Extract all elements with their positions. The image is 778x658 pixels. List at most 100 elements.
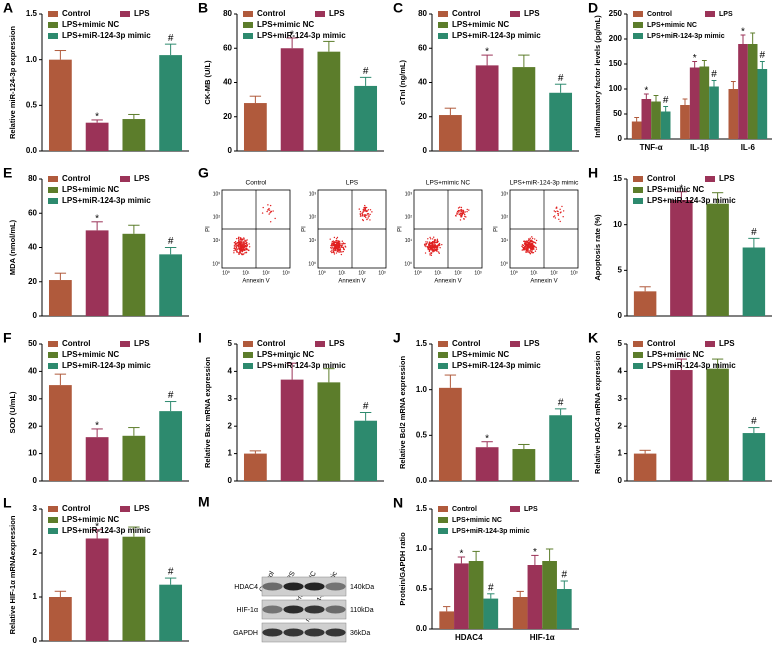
cell-dot [463,212,465,214]
cell-dot [242,253,244,256]
bar [317,382,341,481]
cell-dot [558,218,560,221]
cell-dot [233,252,235,254]
y-tick-label: 10⁰ [308,261,316,267]
y-tick-label: 10¹ [405,238,413,244]
blot-band [283,628,304,637]
cell-dot [428,244,430,247]
y-tick-label: 10¹ [501,238,509,244]
cell-dot [363,215,365,218]
significance-mark: * [679,351,683,362]
significance-mark: # [168,33,174,44]
legend-label: LPS+miR-124-3p mimic [647,196,736,205]
bar [512,597,528,629]
cell-dot [369,213,371,216]
cell-dot [463,218,465,220]
cell-dot [462,211,465,213]
cell-dot [361,215,363,217]
cell-dot [461,209,463,211]
cell-dot [233,241,236,244]
bar [706,368,729,481]
cell-dot [359,215,362,217]
y-tick-label: 10¹ [309,238,317,244]
cell-dot [268,209,271,211]
cell-dot [525,246,527,248]
cell-dot [423,243,426,246]
cell-dot [534,242,537,244]
cell-dot [530,242,533,245]
significance-mark: # [168,236,174,247]
cell-dot [237,238,240,240]
blot-background [261,622,347,643]
cell-dot [274,217,276,220]
y-axis-label: CK-MB (U/L) [203,60,212,105]
cell-dot [436,240,439,242]
cell-dot [341,242,343,245]
cell-dot [341,244,344,246]
y-tick-label: 10³ [501,191,509,197]
cell-dot [535,248,538,250]
bar [85,122,109,151]
cell-dot [554,217,557,219]
cell-dot [362,211,364,214]
legend-label: LPS [134,9,150,18]
y-tick-label: 3 [228,394,233,403]
panel-label: H [588,165,598,181]
legend-label: LPS [719,174,735,183]
cell-dot [426,241,429,243]
cell-dot [431,241,434,243]
cell-dot [339,242,341,244]
y-axis-label: Relative HDAC4 mRNA expression [593,351,602,475]
cell-dot [246,241,248,244]
cell-dot [525,251,527,253]
cell-dot [334,250,336,252]
y-tick-label: 2 [618,421,623,430]
cell-dot [458,210,460,212]
cell-dot [531,236,533,238]
bar [438,387,462,481]
blot-band [262,582,283,591]
legend-label: Control [62,174,90,183]
bar [280,48,304,151]
cell-dot [535,239,538,242]
legend-label: LPS+mimic NC [452,350,509,359]
y-tick-label: 1.0 [26,55,38,64]
cell-dot [243,241,245,243]
cell-dot [331,251,333,254]
x-tick-label: 10¹ [338,270,346,276]
cell-dot [236,243,238,245]
significance-mark: # [168,567,174,578]
bar [670,200,693,316]
cell-dot [430,252,433,255]
y-tick-label: 0.5 [26,100,38,109]
x-tick-label: 10² [454,270,462,276]
legend-swatch [633,352,643,358]
cell-dot [466,208,468,211]
cell-dot [342,250,344,253]
legend-label: Control [452,506,477,513]
legend-swatch [48,352,58,358]
legend-swatch [243,11,253,17]
cell-dot [433,245,435,248]
bar [633,291,657,316]
cell-dot [430,241,433,244]
bar [48,597,72,641]
bar [85,538,109,641]
x-tick-label: HDAC4 [455,633,483,642]
cell-dot [529,239,531,242]
cell-dot [429,254,431,256]
cell-dot [431,238,434,240]
legend-swatch [48,506,58,512]
bar [747,44,758,139]
x-tick-label: 10⁰ [510,270,518,276]
cell-dot [268,207,270,210]
x-tick-label: 10¹ [242,270,250,276]
cell-dot [332,249,335,251]
cell-dot [272,210,274,212]
y-tick-label: 0 [33,476,38,485]
cell-dot [342,246,345,249]
significance-mark: * [533,547,537,558]
blot-band [262,628,283,637]
cell-dot [364,210,366,212]
y-tick-label: 40 [28,367,37,376]
